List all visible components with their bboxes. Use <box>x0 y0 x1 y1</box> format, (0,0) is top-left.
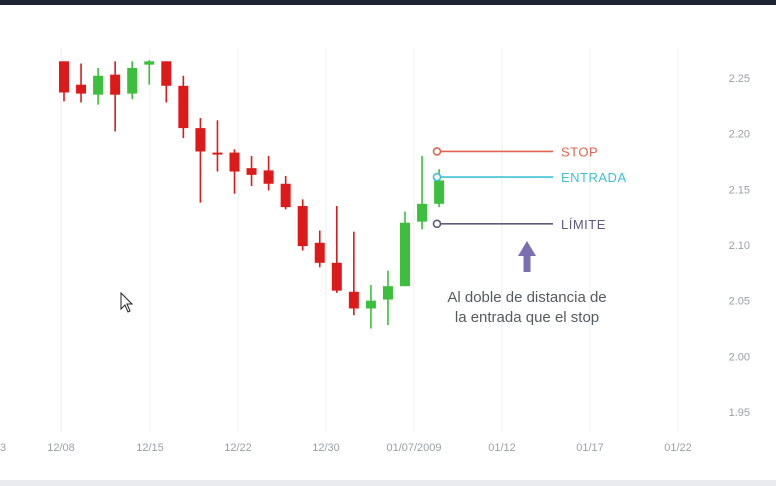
top-window-bar <box>0 0 776 5</box>
candle-body <box>417 203 428 222</box>
annotation: Al doble de distancia de la entrada que … <box>447 241 607 326</box>
level-stop: STOP <box>432 144 598 159</box>
candle <box>263 155 274 191</box>
level-limit: LÍMITE <box>432 217 606 232</box>
candle <box>348 231 359 316</box>
level-marker <box>432 172 442 182</box>
candle <box>93 67 104 105</box>
candle-body <box>229 152 240 172</box>
x-tick-label: 12/08 <box>47 442 75 454</box>
annotation-line-2: la entrada que el stop <box>455 309 599 326</box>
level-label: LÍMITE <box>561 217 606 232</box>
x-tick-label: 01/12 <box>488 442 516 454</box>
x-tick-label: 12/22 <box>224 442 252 454</box>
candle <box>76 63 87 103</box>
candle <box>110 61 121 132</box>
candlestick-series <box>59 60 445 329</box>
candle-body <box>93 75 104 95</box>
candle-body <box>144 61 155 65</box>
y-tick-label: 2.05 <box>729 296 750 308</box>
y-axis: 1.95 2.00 2.05 2.10 2.15 2.20 2.25 <box>729 73 750 419</box>
candle-body <box>161 61 172 86</box>
candle <box>229 149 240 194</box>
candle-body <box>280 183 291 208</box>
y-tick-label: 1.95 <box>729 407 750 419</box>
candle-body <box>212 152 223 155</box>
x-tick-label: 01/22 <box>664 442 692 454</box>
candle-body <box>246 168 257 175</box>
candle-body <box>348 291 359 309</box>
candle-body <box>365 300 376 309</box>
level-marker <box>432 219 442 229</box>
mouse-cursor-icon <box>120 291 134 313</box>
candle <box>331 206 342 293</box>
candle <box>417 155 428 230</box>
candle-body <box>76 84 87 94</box>
level-marker <box>432 147 442 156</box>
candle-body <box>110 74 121 95</box>
bottom-strip <box>0 480 776 486</box>
candle <box>297 199 308 251</box>
x-tick-label: 12/15 <box>136 442 164 454</box>
x-tick-label: 01/07/2009 <box>386 442 441 454</box>
x-tick-label: 01/17 <box>576 442 604 454</box>
annotation-line-1: Al doble de distancia de <box>447 289 606 306</box>
candle-body <box>434 180 445 204</box>
level-label: ENTRADA <box>561 170 627 185</box>
candle <box>280 175 291 210</box>
candle-body <box>297 206 308 247</box>
candle-body <box>59 61 69 93</box>
candle <box>59 61 69 102</box>
x-axis: 12/08 12/15 12/22 12/30 01/07/2009 01/12 01/17… <box>0 442 692 454</box>
x-tick-label-partial: 3 <box>0 442 6 454</box>
trade-level-lines: STOP ENTRADA LÍMITE <box>432 144 627 232</box>
candle <box>365 285 376 329</box>
candle <box>127 61 138 100</box>
candle <box>144 60 155 85</box>
candle-body <box>382 286 393 300</box>
level-entry: ENTRADA <box>432 170 627 185</box>
candle <box>161 61 172 103</box>
up-arrow-icon <box>518 241 536 256</box>
y-tick-label: 2.10 <box>729 240 750 252</box>
y-tick-label: 2.00 <box>729 351 750 363</box>
y-tick-label: 2.20 <box>729 129 750 141</box>
y-tick-label: 2.15 <box>729 184 750 196</box>
candle <box>195 118 206 203</box>
candle-body <box>314 242 325 263</box>
candle-body <box>400 222 410 287</box>
candle-body <box>178 85 189 129</box>
candle <box>400 211 410 287</box>
candle-body <box>331 262 342 291</box>
candle-body <box>127 67 138 94</box>
x-tick-label: 12/30 <box>312 442 340 454</box>
y-tick-label: 2.25 <box>729 73 750 85</box>
candle-body <box>195 128 206 152</box>
candle <box>314 230 325 268</box>
candle-body <box>263 170 274 184</box>
candle <box>382 270 393 326</box>
level-label: STOP <box>561 144 598 159</box>
candle <box>212 120 223 172</box>
chart-gridlines <box>60 48 679 432</box>
up-arrow-shaft <box>523 255 531 272</box>
candle <box>178 75 189 139</box>
candle <box>246 155 257 186</box>
